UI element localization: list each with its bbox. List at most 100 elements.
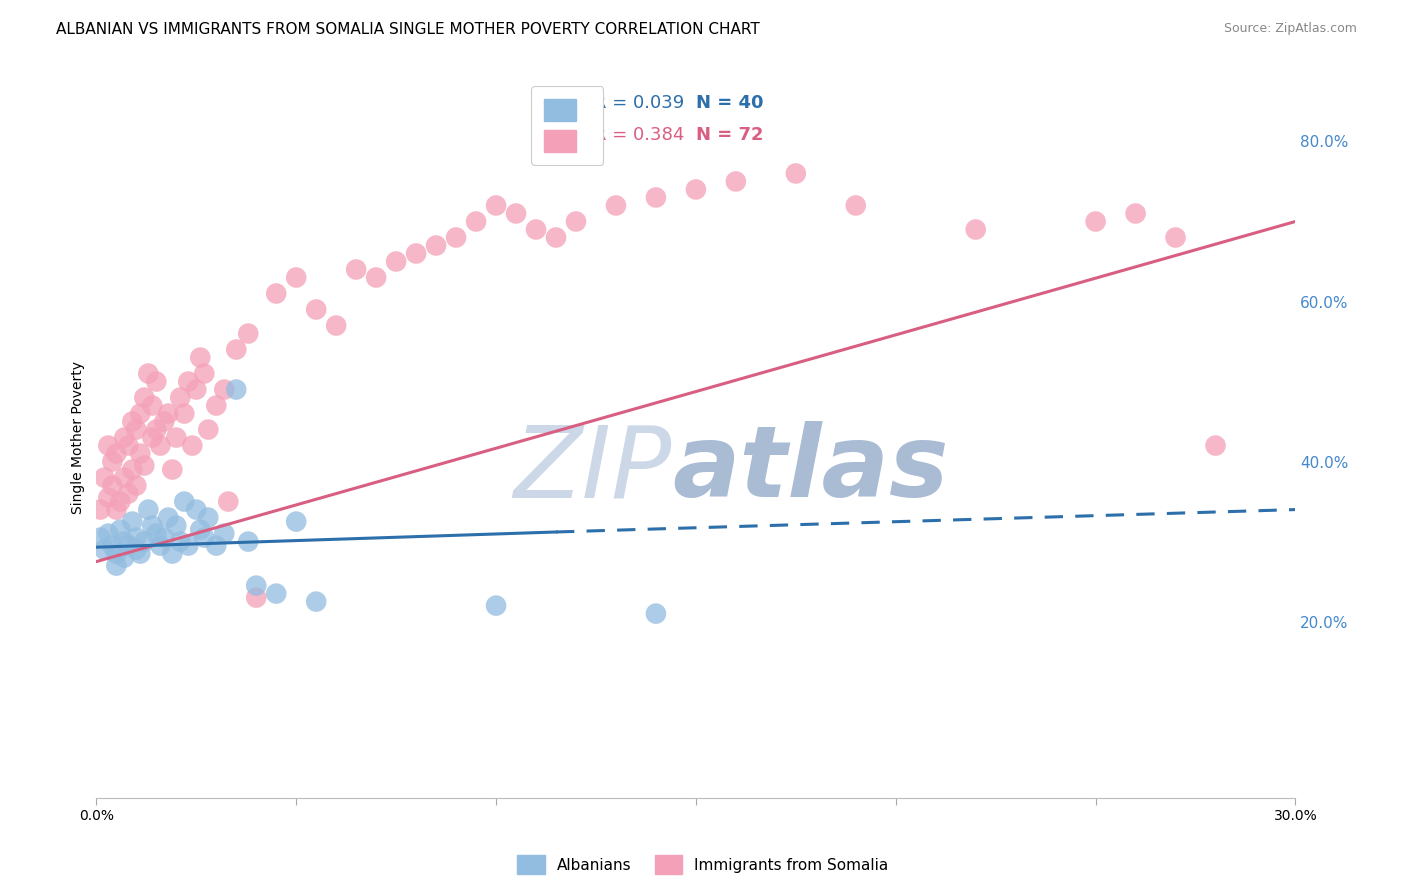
Text: R = 0.039: R = 0.039 <box>593 94 685 112</box>
Point <box>141 518 163 533</box>
Point <box>145 423 167 437</box>
Point <box>110 523 132 537</box>
Point <box>149 539 172 553</box>
Point <box>565 214 588 228</box>
Point <box>125 531 148 545</box>
Point <box>238 534 260 549</box>
Text: N = 40: N = 40 <box>696 94 763 112</box>
Point <box>97 439 120 453</box>
Point <box>444 230 467 244</box>
Text: N = 72: N = 72 <box>696 126 763 145</box>
Point <box>645 607 668 621</box>
Point <box>205 399 228 413</box>
Point <box>177 375 200 389</box>
Point <box>188 351 211 365</box>
Text: R = 0.384: R = 0.384 <box>593 126 685 145</box>
Point <box>129 407 152 421</box>
Point <box>129 446 152 460</box>
Point <box>149 439 172 453</box>
Point <box>344 262 367 277</box>
Point <box>89 531 111 545</box>
Point <box>169 534 191 549</box>
Legend: Albanians, Immigrants from Somalia: Albanians, Immigrants from Somalia <box>512 849 894 880</box>
Point <box>162 462 184 476</box>
Point <box>645 190 668 204</box>
Point <box>385 254 408 268</box>
Point <box>465 214 488 228</box>
Point <box>1125 206 1147 220</box>
Y-axis label: Single Mother Poverty: Single Mother Poverty <box>72 361 86 514</box>
Point <box>724 174 747 188</box>
Point <box>97 491 120 505</box>
Point <box>186 383 208 397</box>
Point <box>105 446 128 460</box>
Point <box>197 510 219 524</box>
Point <box>205 539 228 553</box>
Point <box>105 502 128 516</box>
Point <box>173 407 195 421</box>
Point <box>685 182 707 196</box>
Point <box>217 494 239 508</box>
Point <box>285 270 308 285</box>
Point <box>212 526 235 541</box>
Point <box>112 534 135 549</box>
Point <box>112 470 135 484</box>
Point <box>101 478 124 492</box>
Point <box>145 375 167 389</box>
Point <box>110 494 132 508</box>
Point <box>485 198 508 212</box>
Point <box>325 318 347 333</box>
Point <box>117 539 139 553</box>
Point <box>405 246 427 260</box>
Point <box>162 547 184 561</box>
Point <box>845 198 868 212</box>
Point <box>965 222 987 236</box>
Point <box>136 502 159 516</box>
Legend: , : , <box>531 87 603 165</box>
Point <box>134 458 156 473</box>
Point <box>134 534 156 549</box>
Point <box>134 391 156 405</box>
Point <box>264 286 287 301</box>
Point <box>157 407 180 421</box>
Point <box>285 515 308 529</box>
Point <box>101 454 124 468</box>
Point <box>785 166 807 180</box>
Point <box>153 415 176 429</box>
Text: ALBANIAN VS IMMIGRANTS FROM SOMALIA SINGLE MOTHER POVERTY CORRELATION CHART: ALBANIAN VS IMMIGRANTS FROM SOMALIA SING… <box>56 22 761 37</box>
Point <box>121 462 143 476</box>
Point <box>93 470 115 484</box>
Point <box>197 423 219 437</box>
Point <box>305 302 328 317</box>
Point <box>305 594 328 608</box>
Point <box>264 586 287 600</box>
Point <box>121 415 143 429</box>
Point <box>1205 439 1227 453</box>
Point <box>93 542 115 557</box>
Point <box>117 439 139 453</box>
Point <box>97 526 120 541</box>
Point <box>238 326 260 341</box>
Point <box>1084 214 1107 228</box>
Point <box>485 599 508 613</box>
Point <box>165 518 187 533</box>
Point <box>129 547 152 561</box>
Point <box>193 531 215 545</box>
Point <box>225 343 247 357</box>
Point <box>425 238 447 252</box>
Point <box>605 198 627 212</box>
Point <box>505 206 527 220</box>
Text: ZIP: ZIP <box>513 421 672 518</box>
Point <box>544 230 567 244</box>
Point <box>125 478 148 492</box>
Point <box>112 431 135 445</box>
Point <box>157 510 180 524</box>
Point <box>141 431 163 445</box>
Point <box>186 502 208 516</box>
Point <box>145 526 167 541</box>
Point <box>188 523 211 537</box>
Point <box>225 383 247 397</box>
Point <box>125 423 148 437</box>
Point <box>169 391 191 405</box>
Point <box>117 486 139 500</box>
